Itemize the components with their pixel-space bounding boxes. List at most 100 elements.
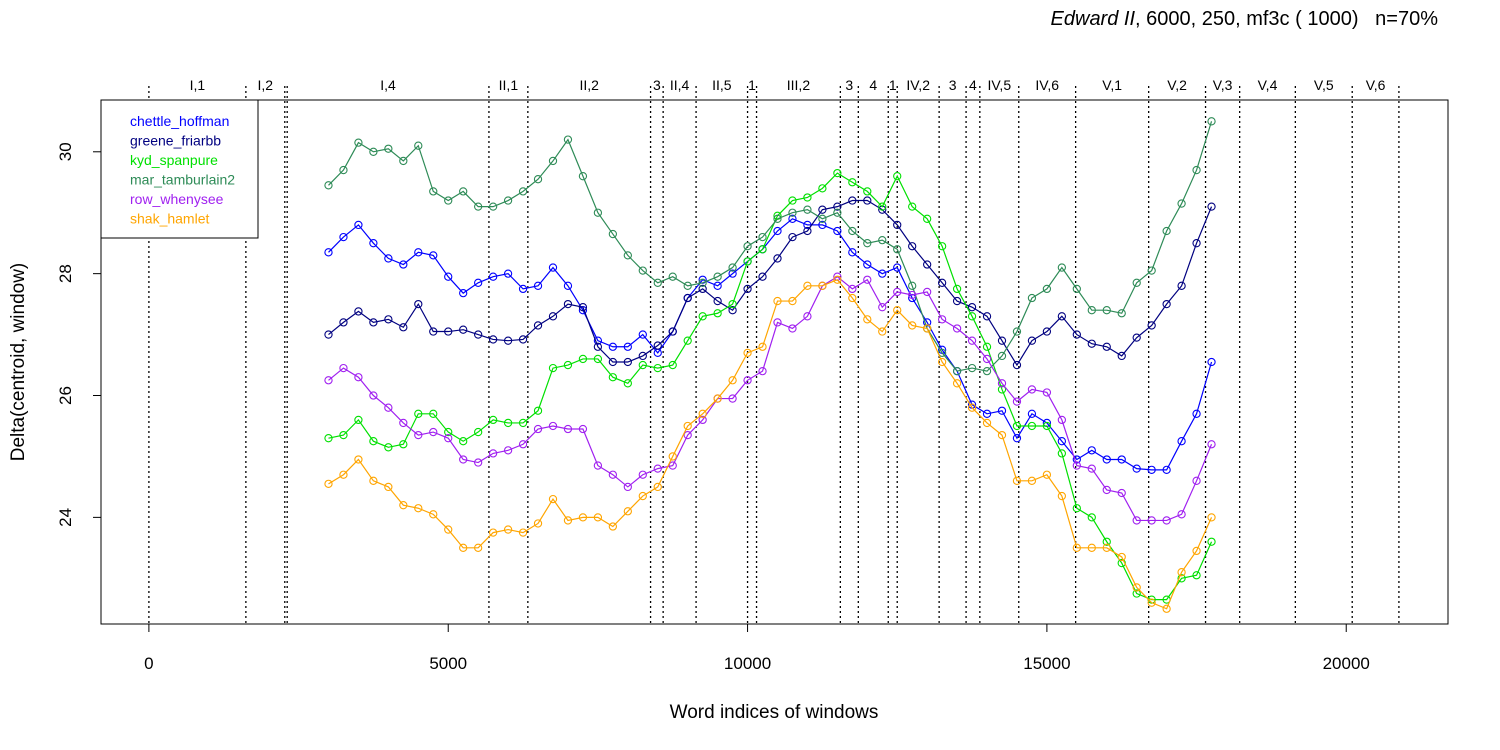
legend-entry: kyd_spanpure <box>130 152 218 168</box>
data-point <box>548 494 558 504</box>
data-point <box>1027 421 1037 431</box>
data-point <box>863 239 872 248</box>
scene-label: 4 <box>869 77 877 93</box>
data-point <box>1057 449 1067 458</box>
data-point <box>713 281 722 290</box>
data-point <box>758 272 767 281</box>
x-tick-label: 20000 <box>1323 654 1370 673</box>
data-point <box>429 187 438 196</box>
data-point <box>1072 330 1081 339</box>
scene-label: 1 <box>748 77 756 93</box>
y-tick-label: 30 <box>56 142 75 161</box>
data-point <box>444 196 453 205</box>
data-point <box>833 168 842 178</box>
data-point <box>444 327 453 336</box>
data-point <box>833 208 842 217</box>
data-point <box>563 135 573 144</box>
data-point <box>773 254 782 263</box>
data-point <box>653 278 662 287</box>
data-point <box>518 284 528 294</box>
scene-label: I,2 <box>258 77 274 93</box>
data-point <box>698 284 707 294</box>
data-point <box>653 464 662 473</box>
data-point <box>488 528 498 537</box>
data-point <box>1177 574 1186 583</box>
data-point <box>908 290 917 300</box>
data-point <box>1087 543 1096 552</box>
scene-label: III,2 <box>787 77 811 93</box>
data-point <box>698 409 707 418</box>
data-point <box>1177 568 1186 577</box>
data-point <box>593 342 603 351</box>
data-point <box>878 235 887 245</box>
data-point <box>384 443 393 452</box>
data-point <box>967 312 977 321</box>
data-point <box>578 513 588 522</box>
data-point <box>878 327 887 336</box>
data-point <box>384 315 393 324</box>
data-point <box>788 232 797 242</box>
data-point <box>997 430 1007 440</box>
series-line-row_whenysee <box>328 275 1213 522</box>
data-point <box>638 330 647 339</box>
data-point <box>593 354 603 364</box>
data-point <box>893 287 902 297</box>
data-point <box>1132 333 1141 342</box>
data-point <box>1012 434 1022 443</box>
data-point <box>728 263 737 272</box>
legend-entry: row_whenysee <box>130 191 224 207</box>
data-point <box>997 351 1007 361</box>
data-point <box>608 229 618 239</box>
data-point <box>788 196 797 205</box>
data-point <box>952 366 962 376</box>
data-point <box>1027 385 1037 394</box>
data-point <box>638 470 647 479</box>
data-point <box>878 269 887 278</box>
data-point <box>713 296 722 306</box>
title-play: Edward II <box>1050 8 1136 30</box>
data-point <box>1087 464 1096 473</box>
data-point <box>1207 357 1216 367</box>
data-point <box>803 312 812 321</box>
data-point <box>503 446 513 455</box>
data-point <box>788 296 797 306</box>
data-point <box>803 226 812 236</box>
data-point <box>1027 336 1037 345</box>
data-point <box>908 321 917 330</box>
data-point <box>1192 239 1201 248</box>
data-point <box>818 205 827 214</box>
data-point <box>698 415 707 425</box>
scene-label: IV,6 <box>1035 77 1059 93</box>
data-point <box>623 379 632 388</box>
data-point <box>848 196 857 205</box>
data-point <box>773 318 782 327</box>
data-point <box>638 351 647 361</box>
data-point <box>1207 202 1216 211</box>
data-point <box>414 141 423 150</box>
data-point <box>608 470 618 479</box>
data-point <box>923 214 932 223</box>
data-point <box>578 424 588 434</box>
data-point <box>908 281 917 290</box>
y-axis: 24 26 28 30 <box>56 142 101 527</box>
data-point <box>728 269 737 278</box>
data-point <box>533 321 543 330</box>
data-point <box>728 306 737 315</box>
scene-label: IV,5 <box>987 77 1011 93</box>
data-point <box>399 418 408 428</box>
data-point <box>1177 437 1186 446</box>
data-point <box>967 363 977 373</box>
series-line-shak_hamlet <box>328 279 1213 610</box>
scene-label: 3 <box>949 77 957 93</box>
data-point <box>369 147 378 156</box>
y-tick-label: 28 <box>56 264 75 283</box>
data-point <box>1162 516 1171 525</box>
data-point <box>1072 504 1081 513</box>
data-point <box>548 363 558 373</box>
data-point <box>324 330 333 339</box>
data-point <box>788 208 797 217</box>
scene-label: V,2 <box>1167 77 1187 93</box>
data-point <box>818 214 827 223</box>
data-point <box>339 232 348 242</box>
data-point <box>952 379 962 388</box>
